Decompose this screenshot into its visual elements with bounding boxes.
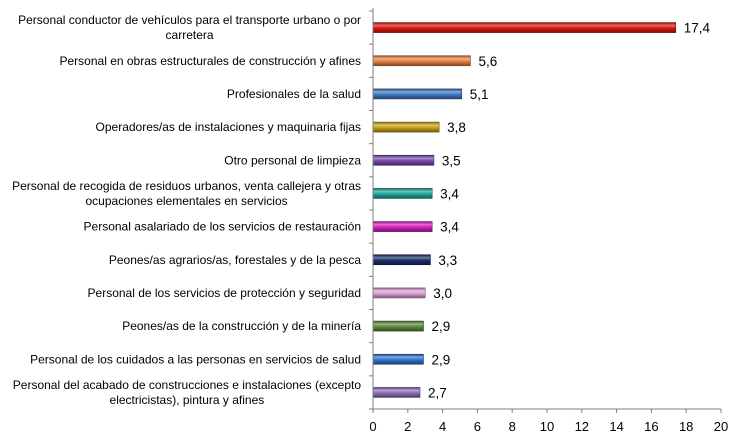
value-label-7: 3,4 (440, 220, 459, 235)
category-label-8: Peones/as agrarios/as, forestales y de l… (109, 253, 361, 267)
value-label-5: 3,5 (442, 153, 461, 168)
bar-10 (372, 320, 424, 332)
bar-4 (372, 121, 440, 133)
category-label-3: Profesionales de la salud (227, 87, 361, 101)
x-tick-label-4: 4 (439, 419, 446, 434)
bar-2 (372, 55, 471, 67)
x-tick-label-18: 18 (679, 419, 693, 434)
value-label-12: 2,7 (428, 385, 447, 400)
category-label-1: Personal conductor de vehículos para el … (18, 13, 361, 42)
bar-8 (372, 254, 431, 266)
category-label-4: Operadores/as de instalaciones y maquina… (96, 120, 361, 134)
value-label-8: 3,3 (438, 253, 457, 268)
bar-11 (372, 353, 424, 365)
bar-7 (372, 221, 433, 232)
x-tick-label-2: 2 (404, 419, 411, 434)
bar-9 (372, 287, 426, 299)
category-label-12: Personal del acabado de construcciones e… (13, 378, 362, 407)
x-tick-label-0: 0 (369, 419, 376, 434)
bar-3 (372, 88, 463, 100)
category-labels: Personal conductor de vehículos para el … (12, 13, 361, 407)
category-label-9: Personal de los servicios de protección … (88, 286, 361, 300)
x-tick-label-8: 8 (509, 419, 516, 434)
x-tick-label-16: 16 (644, 419, 658, 434)
x-tick-label-12: 12 (575, 419, 589, 434)
bar-12 (372, 387, 421, 398)
x-tick-label-10: 10 (540, 419, 554, 434)
value-label-1: 17,4 (684, 21, 711, 36)
category-label-6: Personal de recogida de residuos urbanos… (12, 179, 361, 208)
bar-5 (372, 154, 435, 166)
category-label-11: Personal de los cuidados a las personas … (30, 352, 361, 366)
x-tick-label-6: 6 (474, 419, 481, 434)
value-label-10: 2,9 (431, 319, 450, 334)
category-label-2: Personal en obras estructurales de const… (60, 54, 362, 68)
category-label-7: Personal asalariado de los servicios de … (84, 220, 361, 234)
value-label-11: 2,9 (431, 352, 450, 367)
x-tick-label-20: 20 (714, 419, 728, 434)
value-label-4: 3,8 (447, 120, 466, 135)
category-label-5: Otro personal de limpieza (224, 153, 361, 167)
value-label-2: 5,6 (478, 54, 497, 69)
x-axis: 0 2 4 6 8 10 12 14 16 18 20 (369, 8, 728, 434)
bars-group (372, 22, 677, 398)
bar-1 (372, 22, 677, 33)
value-label-9: 3,0 (433, 286, 452, 301)
value-label-3: 5,1 (470, 87, 489, 102)
x-tick-label-14: 14 (609, 419, 623, 434)
value-label-6: 3,4 (440, 186, 459, 201)
bar-6 (372, 188, 433, 199)
category-label-10: Peones/as de la construcción y de la min… (122, 319, 361, 333)
value-labels: 17,4 5,6 5,1 3,8 3,5 3,4 3,4 3,3 3,0 2,9 2,9 2,7 (428, 21, 711, 401)
